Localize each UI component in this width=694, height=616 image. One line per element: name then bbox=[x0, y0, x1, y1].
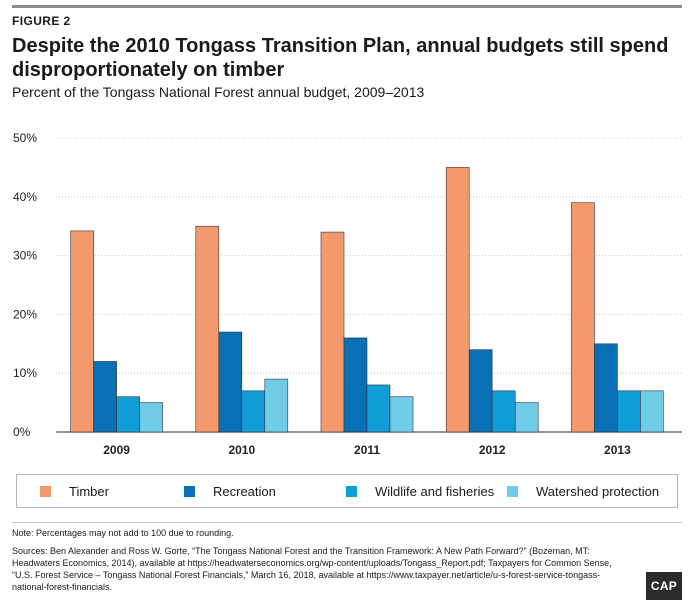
bar-watershed-protection-2009 bbox=[139, 402, 163, 433]
x-axis-categories: 2009 2010 2011 2012 2013 bbox=[103, 443, 631, 457]
figure-label: FIGURE 2 bbox=[12, 14, 71, 28]
cap-logo: CAP bbox=[646, 572, 682, 600]
x-category-label: 2012 bbox=[479, 443, 506, 457]
chart-note: Note: Percentages may not add to 100 due… bbox=[12, 528, 234, 538]
legend-label-timber: Timber bbox=[69, 484, 109, 499]
x-category-label: 2011 bbox=[354, 443, 380, 457]
top-rule bbox=[12, 5, 682, 8]
bar-wildlife-and-fisheries-2013 bbox=[617, 390, 641, 433]
bar-wildlife-and-fisheries-2012 bbox=[491, 390, 516, 433]
bar-chart: 0% 10% 20% 30% 40% 50% 2009 2010 2011 2012 2013 bbox=[13, 131, 682, 457]
bar-watershed-protection-2011 bbox=[389, 396, 414, 433]
y-tick-label: 40% bbox=[13, 190, 37, 204]
bar-timber-2011 bbox=[320, 231, 345, 433]
bar-watershed-protection-2012 bbox=[514, 402, 539, 433]
chart-title: Despite the 2010 Tongass Transition Plan… bbox=[12, 35, 669, 81]
bar-recreation-2011 bbox=[343, 337, 368, 433]
bar-watershed-protection-2010 bbox=[264, 378, 289, 433]
x-category-label: 2009 bbox=[103, 443, 130, 457]
bar-timber-2009 bbox=[70, 230, 94, 433]
y-tick-label: 50% bbox=[13, 131, 37, 145]
bar-watershed-protection-2013 bbox=[640, 390, 664, 433]
chart-subtitle: Percent of the Tongass National Forest a… bbox=[12, 84, 425, 100]
legend-label-watershed-protection: Watershed protection bbox=[536, 484, 660, 499]
y-tick-label: 10% bbox=[13, 366, 37, 380]
legend: Timber Recreation Wildlife and fisheries… bbox=[16, 474, 678, 508]
bar-timber-2012 bbox=[445, 167, 470, 433]
bars bbox=[70, 167, 664, 433]
chart-sources: Sources: Ben Alexander and Ross W. Gorte… bbox=[12, 546, 612, 592]
bar-wildlife-and-fisheries-2010 bbox=[241, 390, 266, 433]
legend-swatch-timber bbox=[40, 486, 51, 497]
x-category-label: 2013 bbox=[604, 443, 631, 457]
legend-swatch-wildlife-and-fisheries bbox=[346, 486, 357, 497]
bar-recreation-2012 bbox=[468, 349, 493, 433]
legend-label-wildlife-and-fisheries: Wildlife and fisheries bbox=[375, 484, 495, 499]
y-tick-label: 20% bbox=[13, 307, 37, 321]
legend-swatch-recreation bbox=[184, 486, 195, 497]
bar-timber-2010 bbox=[195, 225, 220, 433]
bar-recreation-2013 bbox=[594, 343, 618, 433]
bar-wildlife-and-fisheries-2009 bbox=[116, 396, 140, 433]
bar-wildlife-and-fisheries-2011 bbox=[366, 384, 391, 433]
legend-swatch-watershed-protection bbox=[507, 486, 518, 497]
bar-recreation-2010 bbox=[218, 331, 243, 433]
y-tick-label: 30% bbox=[13, 249, 37, 263]
legend-entry-timber: Timber bbox=[40, 484, 109, 499]
bottom-rule bbox=[12, 522, 682, 523]
legend-entry-wildlife-and-fisheries: Wildlife and fisheries bbox=[346, 484, 494, 499]
bar-timber-2013 bbox=[571, 202, 595, 433]
y-axis-ticks: 0% 10% 20% 30% 40% 50% bbox=[13, 131, 37, 439]
x-category-label: 2010 bbox=[228, 443, 255, 457]
legend-entry-recreation: Recreation bbox=[184, 484, 276, 499]
legend-label-recreation: Recreation bbox=[213, 484, 276, 499]
bar-recreation-2009 bbox=[93, 361, 117, 433]
y-tick-label: 0% bbox=[13, 425, 31, 439]
legend-entry-watershed-protection: Watershed protection bbox=[507, 484, 659, 499]
